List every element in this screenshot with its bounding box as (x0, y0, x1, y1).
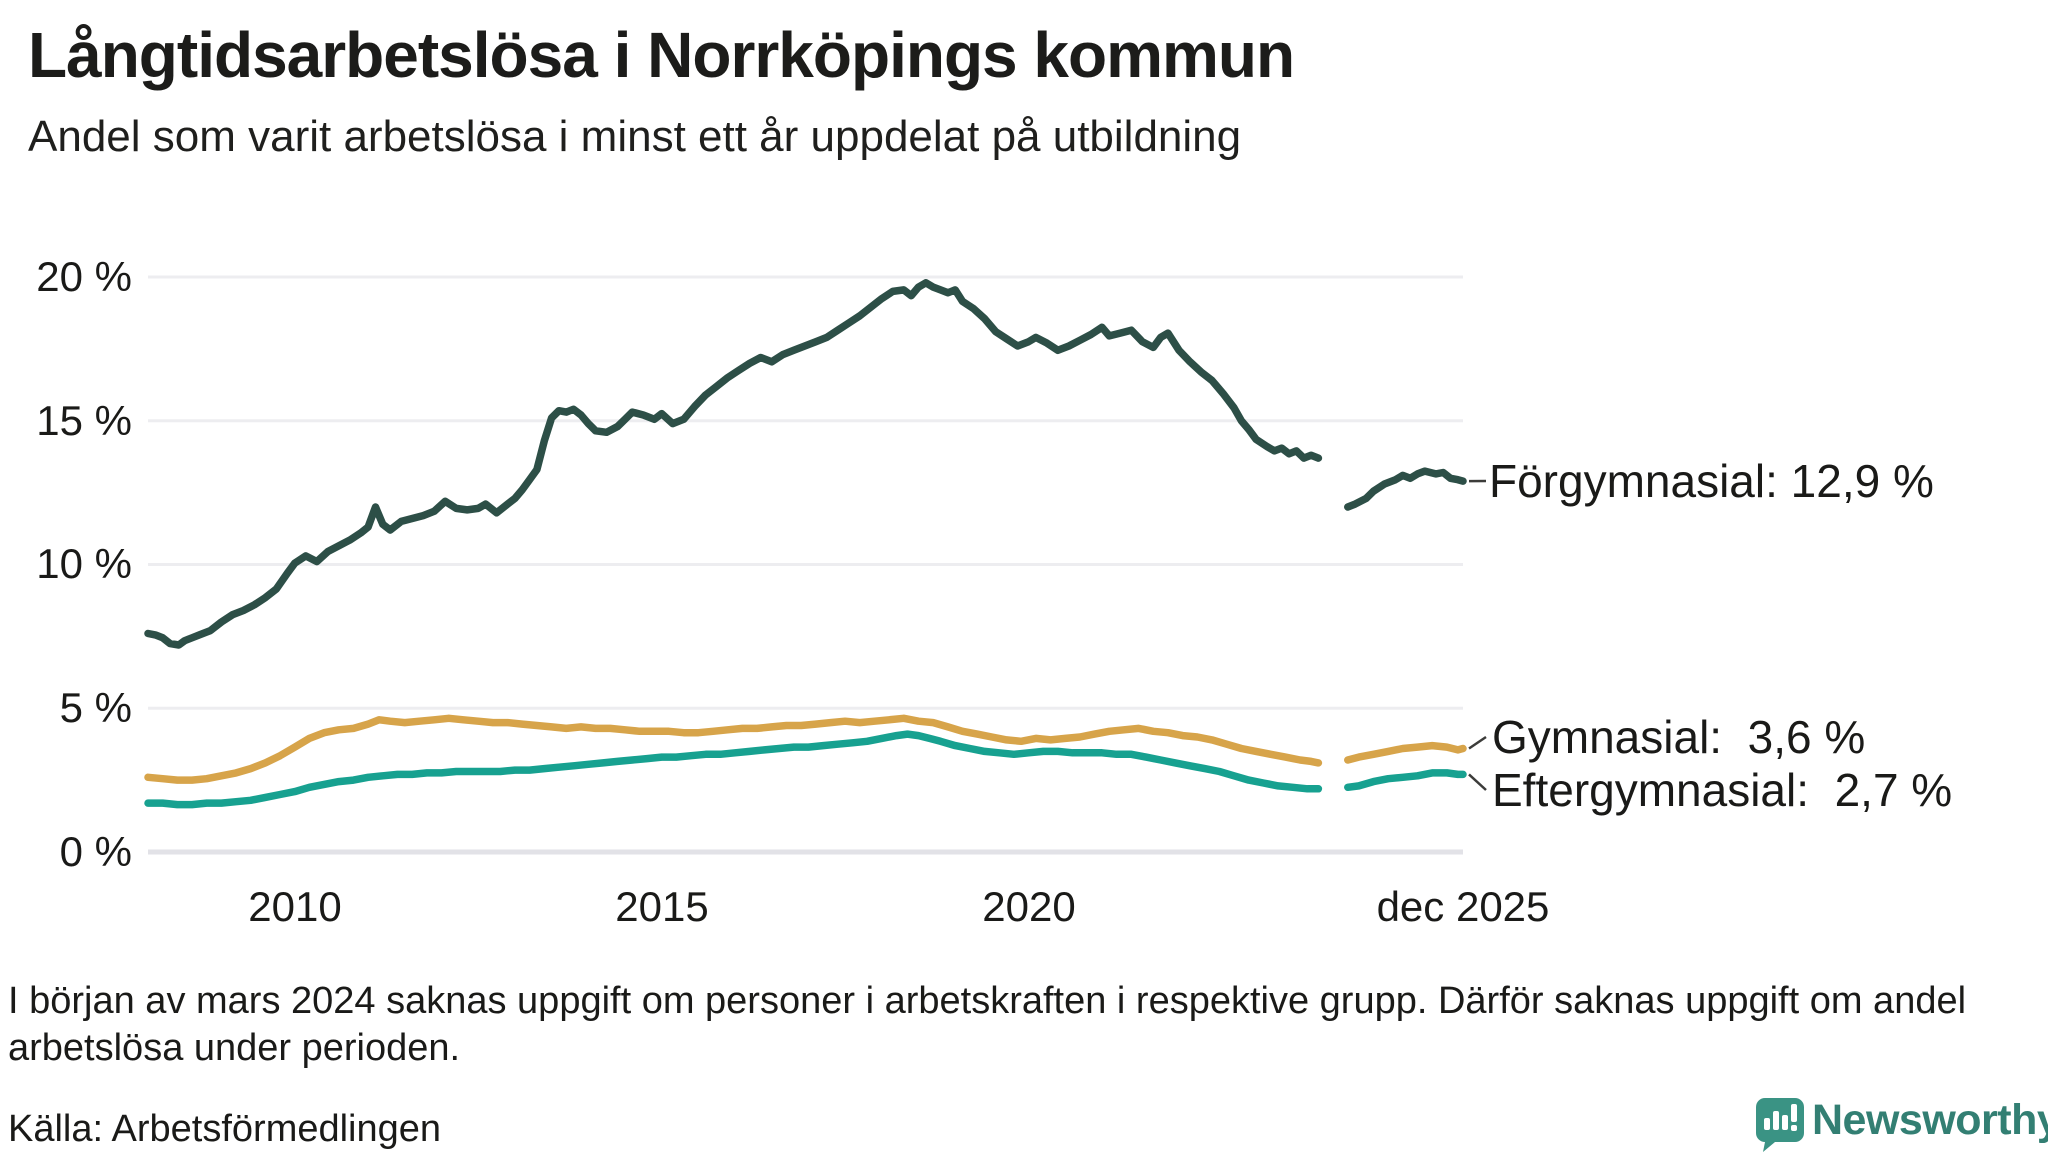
newsworthy-wordmark: Newsworthy (1812, 1096, 2048, 1144)
x-axis-tick-2015: 2015 (615, 883, 709, 930)
y-axis-tick-15: 15 % (36, 397, 132, 444)
label-connector-gymnasial (1468, 735, 1487, 750)
series-line-eftergymnasial (144, 730, 1467, 809)
y-axis-tick-20: 20 % (36, 253, 132, 300)
x-axis-tick-2020: 2020 (982, 883, 1076, 930)
y-axis-tick-0: 0 % (59, 828, 132, 875)
footnote-missing-data: I början av mars 2024 saknas uppgift om … (8, 980, 1967, 1069)
source-line: Källa: Arbetsförmedlingen (8, 1108, 442, 1150)
page-subtitle: Andel som varit arbetslösa i minst ett å… (28, 112, 1242, 161)
x-axis-tick-dec-2025: dec 2025 (1376, 883, 1550, 930)
series-line-förgymnasial (144, 279, 1467, 649)
series-label-forgymnasial: Förgymnasial: 12,9 % (1489, 455, 1934, 507)
x-axis-tick-2010: 2010 (248, 883, 342, 930)
series-label-eftergymnasial: Eftergymnasial: 2,7 % (1492, 764, 1953, 816)
newsworthy-speech-bubble-bar-chart-icon (1756, 1098, 1804, 1152)
series-line-gymnasial (144, 714, 1467, 784)
series-label-gymnasial: Gymnasial: 3,6 % (1492, 711, 1866, 763)
y-axis-tick-5: 5 % (59, 684, 132, 731)
page-title: Långtidsarbetslösa i Norrköpings kommun (28, 19, 1295, 91)
y-axis-tick-10: 10 % (36, 540, 132, 587)
newsworthy-brand: Newsworthy (1756, 1094, 2048, 1152)
label-connector-eftergymnasial (1468, 773, 1487, 791)
